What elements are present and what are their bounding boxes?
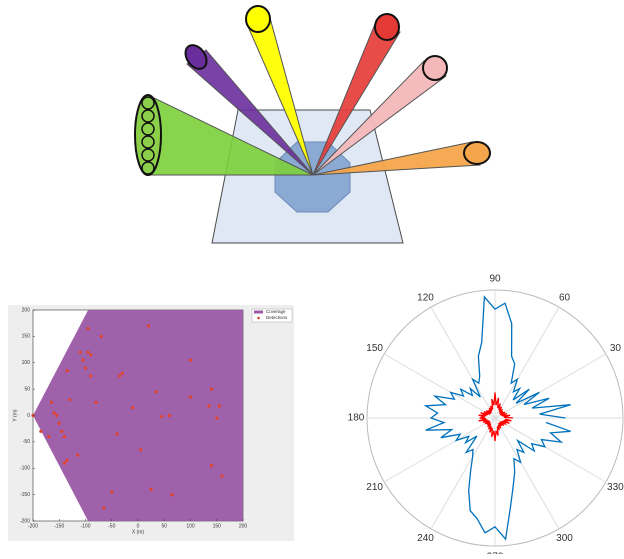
angle-label: 240 [417,533,434,544]
detection [110,490,114,494]
detection [89,374,93,378]
detection [120,371,124,375]
x-tick-label: 0 [137,523,140,529]
detection [55,413,59,418]
legend-swatch [254,310,263,314]
beam-pink-end [422,55,448,81]
detection [209,387,214,391]
detection [188,358,193,362]
spoke [494,417,607,483]
x-tick-label: -200 [28,523,38,529]
detection [118,374,122,378]
spoke [494,417,560,530]
detection [215,416,219,420]
spoke [430,306,496,419]
spoke [430,417,496,530]
angle-label: 330 [607,482,624,493]
beam-diagram [134,5,491,244]
detection [115,432,119,436]
angle-label: 150 [366,343,383,354]
y-tick-label: -100 [20,466,30,472]
detection [139,448,143,452]
y-axis-label: Y (m) [12,409,18,421]
detection [81,358,85,362]
x-tick-label: -100 [80,523,90,529]
angle-label: 210 [366,482,383,493]
detection [39,429,43,433]
detection [167,413,172,418]
spoke [494,306,560,419]
y-tick-label: -50 [23,439,30,445]
x-axis-label: X (m) [132,529,145,535]
detection [49,400,53,404]
detection [89,353,93,357]
legend-swatch [257,316,260,320]
detection [102,506,106,510]
x-tick-label: 100 [186,523,195,529]
x-tick-label: -150 [54,523,64,529]
angle-label: 180 [348,413,365,424]
detection [60,429,64,433]
detection [146,324,151,328]
detection [65,369,69,373]
x-tick-label: 200 [239,523,248,529]
detection [94,400,98,404]
detection [68,398,72,402]
y-tick-label: -150 [20,492,30,498]
detection [65,458,69,462]
detection [131,405,135,410]
detection [78,350,82,354]
detection [207,404,211,408]
y-tick-label: 150 [22,334,31,340]
angle-label: 60 [559,292,571,303]
detection [57,421,61,426]
detection [76,453,80,457]
detection [99,334,103,338]
x-tick-label: 50 [161,523,167,529]
detection [209,464,214,468]
angle-label: 300 [556,533,573,544]
detection [149,487,153,491]
beam-purple-end [184,44,208,70]
detection [83,366,88,370]
detection [154,390,158,394]
beam-orange-end [463,141,491,165]
detection [62,461,67,465]
detection [188,395,193,399]
pattern-line [423,295,571,541]
detection [86,350,90,354]
legend-label: Coverage [266,309,286,314]
y-tick-label: 0 [27,413,30,419]
angle-label: 30 [610,343,622,354]
angle-label: 120 [417,292,434,303]
spoke [383,353,496,419]
x-tick-label: -50 [108,523,115,529]
legend-label: Detections [266,315,288,320]
coverage-area [33,310,243,521]
x-tick-label: 150 [213,523,222,529]
y-tick-label: 100 [22,360,31,366]
detection [170,493,174,497]
detection [52,411,56,415]
spoke [383,417,496,483]
detection [217,404,221,408]
angle-label: 90 [489,274,501,285]
y-tick-label: -200 [20,518,30,524]
detection [62,435,67,439]
detection [160,414,164,419]
beam-yellow-end [245,5,271,33]
spoke [494,353,607,419]
pattern-line [478,392,513,442]
detection [220,474,224,478]
y-tick-label: 50 [24,386,30,392]
elements [141,96,155,175]
y-tick-label: 200 [22,307,31,313]
detection [47,435,51,439]
detection [86,326,90,331]
beam-red-end [374,13,400,41]
